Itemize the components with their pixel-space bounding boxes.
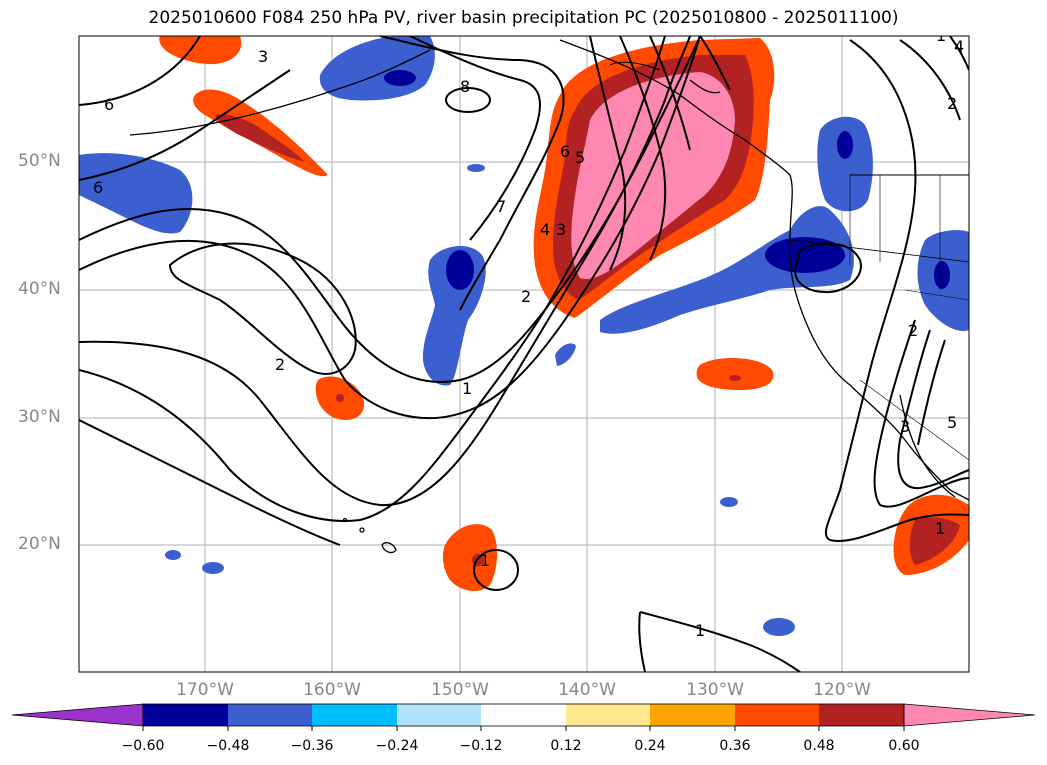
lat-label: 50°N	[18, 151, 61, 171]
contour-label: 2	[275, 355, 285, 374]
contour-label: 3	[556, 220, 566, 239]
negative-region-small-a	[467, 164, 485, 172]
colorbar-tick-label: 0.12	[550, 738, 582, 754]
negative-region-small-d	[202, 562, 224, 574]
contour-label: 7	[496, 197, 506, 216]
colorbar-segment	[650, 704, 735, 726]
negative-region-small-b	[555, 343, 576, 366]
colorbar-segment	[143, 704, 228, 726]
positive-region-hawaii	[442, 524, 498, 592]
colorbar-segment	[228, 704, 312, 726]
chart-title: 2025010600 F084 250 hPa PV, river basin …	[148, 8, 899, 28]
colorbar-tick-label: −0.12	[459, 738, 503, 754]
colorbar-segment	[397, 704, 481, 726]
pc-fill-regions	[79, 36, 969, 636]
colorbar-tick-label: 0.60	[888, 738, 920, 754]
colorbar-tick-label: −0.48	[206, 738, 250, 754]
contour-labels: 6 3 8 6 7 5 6 4 3 2 2 1 1 1 2 1 3 5 2 1 …	[93, 26, 964, 640]
lon-label: 130°W	[686, 680, 744, 700]
positive-region-top-left	[159, 36, 242, 65]
contour-label: 1	[462, 379, 472, 398]
contour-label: 2	[947, 94, 957, 113]
colorbar-tick-label: −0.36	[290, 738, 334, 754]
contour-label: 2	[908, 321, 918, 340]
lon-label: 170°W	[176, 680, 234, 700]
pv-contours	[79, 36, 969, 672]
lat-label: 40°N	[18, 279, 61, 299]
colorbar-tick-label: 0.36	[719, 738, 751, 754]
contour-label: 1	[936, 26, 946, 45]
contour-label: 6	[93, 178, 103, 197]
colorbar-segment	[566, 704, 650, 726]
contour-label: 5	[575, 148, 585, 167]
colorbar-tick-label: 0.24	[634, 738, 666, 754]
contour-label: 3	[258, 47, 268, 66]
contour-label: 1	[935, 519, 945, 538]
colorbar-extend-min	[11, 703, 144, 727]
contour-label: 6	[560, 142, 570, 161]
negative-region-small-e	[720, 497, 738, 507]
contour-label: 6	[104, 95, 114, 114]
map-border	[78, 35, 970, 673]
negative-region-small-c	[165, 550, 181, 560]
colorbar-segment	[735, 704, 819, 726]
colorbar-tick-label: 0.48	[803, 738, 835, 754]
lat-label: 20°N	[18, 534, 61, 554]
lon-label: 120°W	[813, 680, 871, 700]
colorbar-tick-label: −0.60	[121, 738, 165, 754]
lon-label: 150°W	[431, 680, 489, 700]
contour-label: 4	[540, 220, 550, 239]
colorbar-segment	[481, 704, 566, 726]
contour-label: 4	[954, 37, 964, 56]
positive-region-gulf-core	[571, 72, 735, 280]
negative-region-small-f	[763, 618, 795, 636]
contour-label: 1	[695, 621, 705, 640]
colorbar-segment	[312, 704, 397, 726]
contour-label: 3	[900, 417, 910, 436]
contour-label: 2	[521, 287, 531, 306]
contour-label: 5	[947, 413, 957, 432]
colorbar	[11, 703, 1036, 731]
colorbar-extend-max	[903, 703, 1036, 727]
negative-region-washington	[817, 116, 873, 212]
lon-label: 160°W	[303, 680, 361, 700]
colorbar-tick-label: −0.24	[375, 738, 419, 754]
contour-label: 1	[480, 551, 490, 570]
contour-label: 8	[460, 77, 470, 96]
positive-region-127w	[696, 358, 774, 390]
colorbar-segment	[819, 704, 904, 726]
lon-label: 140°W	[558, 680, 616, 700]
lat-label: 30°N	[18, 407, 61, 427]
